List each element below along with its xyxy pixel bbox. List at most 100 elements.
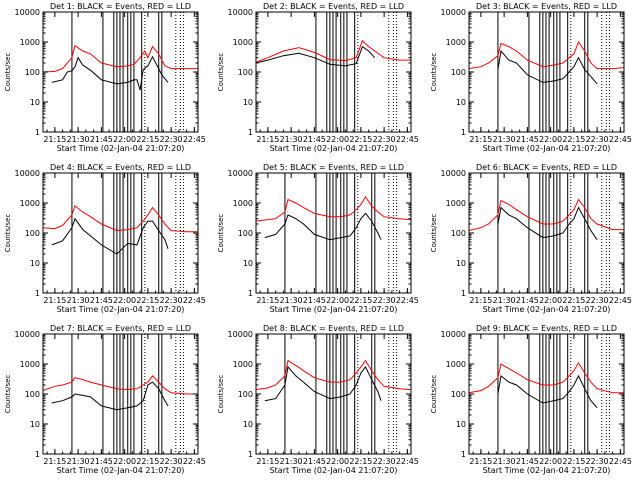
ytick-label: 1000: [233, 199, 253, 208]
y-axis-label: Counts/sec: [217, 214, 225, 253]
events-series-line: [264, 212, 382, 241]
plot-frame: [468, 172, 625, 294]
xtick-label: 22:30: [586, 296, 609, 305]
panel-title: Det 5: BLACK = Events, RED = LLD: [263, 163, 404, 172]
xtick-label: 22:30: [586, 135, 609, 144]
events-series-line: [51, 217, 169, 255]
ytick-label: 10000: [15, 169, 40, 178]
lld-series-line: [255, 195, 411, 222]
plot-frame: [42, 333, 199, 455]
xtick-label: 21:15: [469, 135, 492, 144]
xtick-label: 22:45: [183, 135, 206, 144]
x-axis-label: Start Time (02-Jan-04 21:07:20): [483, 144, 611, 153]
xtick-label: 22:15: [349, 296, 372, 305]
ytick-label: 10: [456, 420, 466, 429]
xtick-label: 22:00: [113, 457, 136, 466]
events-series-line: [497, 374, 598, 409]
ytick-label: 100: [238, 68, 253, 77]
xtick-label: 21:15: [256, 457, 279, 466]
x-axis-label: Start Time (02-Jan-04 21:07:20): [57, 466, 185, 475]
ytick-label: 1000: [20, 360, 40, 369]
ytick-label: 1: [35, 450, 40, 459]
panel-title: Det 4: BLACK = Events, RED = LLD: [50, 163, 191, 172]
y-axis-label: Counts/sec: [430, 53, 438, 92]
xtick-label: 21:15: [256, 135, 279, 144]
xtick-label: 22:15: [136, 296, 159, 305]
detector-panel-3: Det 3: BLACK = Events, RED = LLD 1 10 100 10…: [430, 2, 632, 153]
detector-panel-9: Det 9: BLACK = Events, RED = LLD 1 10 100 10…: [430, 324, 632, 475]
xtick-label: 22:15: [349, 135, 372, 144]
y-axis-label: Counts/sec: [4, 53, 12, 92]
plot-frame: [468, 333, 625, 455]
xtick-label: 21:15: [256, 296, 279, 305]
ytick-label: 1: [35, 128, 40, 137]
y-axis-label: Counts/sec: [430, 214, 438, 253]
ytick-label: 1: [248, 450, 253, 459]
x-axis-label: Start Time (02-Jan-04 21:07:20): [270, 305, 398, 314]
xtick-label: 22:15: [562, 296, 585, 305]
xtick-label: 21:30: [67, 296, 90, 305]
ytick-label: 1000: [446, 38, 466, 47]
xtick-label: 22:00: [113, 296, 136, 305]
x-axis-label: Start Time (02-Jan-04 21:07:20): [57, 305, 185, 314]
panel-title: Det 8: BLACK = Events, RED = LLD: [263, 324, 404, 333]
plot-frame: [468, 11, 625, 133]
panel-title: Det 6: BLACK = Events, RED = LLD: [476, 163, 617, 172]
ytick-label: 100: [25, 229, 40, 238]
xtick-label: 21:30: [493, 135, 516, 144]
lld-series-line: [42, 375, 198, 395]
ytick-label: 10000: [441, 330, 466, 339]
xtick-label: 21:45: [516, 296, 539, 305]
ytick-label: 100: [238, 229, 253, 238]
ytick-label: 10000: [228, 169, 253, 178]
ytick-label: 10000: [15, 330, 40, 339]
xtick-label: 21:30: [280, 457, 303, 466]
xtick-label: 21:45: [303, 457, 326, 466]
lld-series-line: [255, 39, 411, 63]
ytick-label: 10000: [15, 8, 40, 17]
xtick-label: 22:00: [326, 296, 349, 305]
xtick-label: 21:45: [90, 135, 113, 144]
xtick-label: 22:30: [373, 135, 396, 144]
ytick-label: 100: [25, 68, 40, 77]
lld-series-line: [255, 359, 411, 391]
xtick-label: 21:45: [90, 296, 113, 305]
xtick-label: 21:15: [43, 457, 66, 466]
panel-title: Det 2: BLACK = Events, RED = LLD: [263, 2, 404, 11]
xtick-label: 22:45: [183, 457, 206, 466]
xtick-label: 22:30: [160, 457, 183, 466]
detector-panel-4: Det 4: BLACK = Events, RED = LLD 1 10 100 10…: [4, 163, 206, 314]
lld-series-line: [468, 40, 624, 70]
xtick-label: 21:30: [67, 135, 90, 144]
ytick-label: 100: [25, 390, 40, 399]
lld-series-line: [468, 361, 624, 394]
xtick-label: 21:15: [469, 457, 492, 466]
xtick-label: 21:30: [67, 457, 90, 466]
xtick-label: 21:45: [90, 457, 113, 466]
y-axis-label: Counts/sec: [217, 375, 225, 414]
xtick-label: 22:30: [373, 457, 396, 466]
ytick-label: 10: [30, 420, 40, 429]
panel-title: Det 7: BLACK = Events, RED = LLD: [50, 324, 191, 333]
panel-title: Det 3: BLACK = Events, RED = LLD: [476, 2, 617, 11]
xtick-label: 22:15: [136, 135, 159, 144]
lld-series-line: [42, 205, 198, 233]
panel-title: Det 9: BLACK = Events, RED = LLD: [476, 324, 617, 333]
detector-panel-1: Det 1: BLACK = Events, RED = LLD 1 10 100 10…: [4, 2, 206, 153]
events-series-line: [51, 381, 169, 411]
xtick-label: 21:45: [303, 296, 326, 305]
plot-frame: [255, 11, 412, 133]
ytick-label: 1: [461, 450, 466, 459]
detector-panel-5: Det 5: BLACK = Events, RED = LLD 1 10 100 10…: [217, 163, 419, 314]
xtick-label: 21:30: [493, 457, 516, 466]
events-series-line: [497, 49, 598, 85]
xtick-label: 22:00: [539, 457, 562, 466]
events-series-line: [255, 45, 376, 67]
ytick-label: 10: [456, 98, 466, 107]
xtick-label: 21:45: [516, 457, 539, 466]
lld-series-line: [42, 44, 198, 73]
xtick-label: 21:45: [303, 135, 326, 144]
ytick-label: 1000: [233, 360, 253, 369]
ytick-label: 1000: [20, 38, 40, 47]
xtick-label: 22:45: [396, 457, 419, 466]
